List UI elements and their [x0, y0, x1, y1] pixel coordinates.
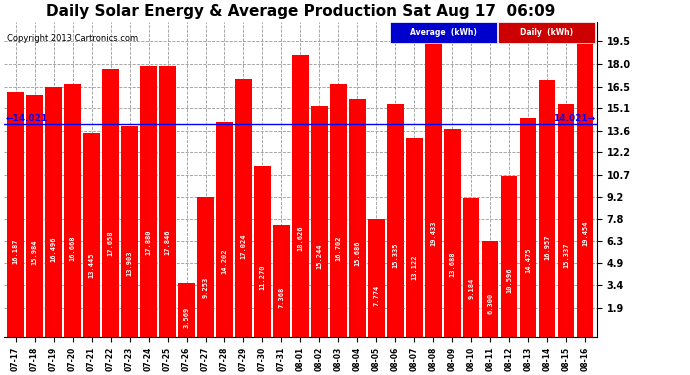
Text: 17.024: 17.024	[241, 234, 246, 259]
Bar	[159, 66, 175, 337]
Bar	[8, 92, 23, 337]
Text: Daily  (kWh): Daily (kWh)	[520, 28, 573, 37]
Bar	[217, 122, 233, 337]
Bar	[464, 198, 480, 337]
Text: 14.021→: 14.021→	[553, 114, 595, 123]
Text: 13.688: 13.688	[449, 251, 455, 277]
Text: 16.702: 16.702	[335, 236, 342, 261]
Text: 18.626: 18.626	[297, 225, 304, 251]
Text: 7.368: 7.368	[279, 287, 284, 308]
Bar	[197, 196, 214, 337]
Text: Average  (kWh): Average (kWh)	[410, 28, 477, 37]
Bar	[558, 105, 575, 337]
Text: 14.475: 14.475	[525, 247, 531, 273]
Text: 19.454: 19.454	[582, 221, 589, 246]
Bar	[311, 106, 328, 337]
Bar	[141, 66, 157, 337]
Bar	[102, 69, 119, 337]
Bar	[255, 166, 270, 337]
Text: 16.496: 16.496	[50, 237, 57, 262]
Text: 15.984: 15.984	[32, 239, 37, 265]
Bar	[540, 80, 555, 337]
Text: Copyright 2013 Cartronics.com: Copyright 2013 Cartronics.com	[7, 34, 138, 43]
Text: 6.300: 6.300	[487, 293, 493, 314]
Bar	[26, 94, 43, 337]
Bar	[273, 225, 290, 337]
Bar	[46, 87, 61, 337]
Title: Daily Solar Energy & Average Production Sat Aug 17  06:09: Daily Solar Energy & Average Production …	[46, 4, 555, 19]
Text: 17.880: 17.880	[146, 229, 152, 255]
Text: 10.596: 10.596	[506, 268, 513, 293]
Text: ←14.021: ←14.021	[6, 114, 48, 123]
Text: 16.187: 16.187	[12, 238, 19, 264]
Bar	[387, 105, 404, 337]
Bar	[520, 117, 537, 337]
Text: 16.957: 16.957	[544, 234, 551, 260]
Bar	[368, 219, 384, 337]
Text: 11.270: 11.270	[259, 264, 266, 290]
Bar	[425, 42, 442, 337]
Bar	[482, 242, 498, 337]
Bar	[349, 99, 366, 337]
Text: 3.569: 3.569	[184, 307, 190, 328]
Bar	[406, 138, 422, 337]
Text: 7.774: 7.774	[373, 285, 380, 306]
Bar	[578, 42, 593, 337]
Text: 17.846: 17.846	[164, 230, 170, 255]
Bar	[64, 84, 81, 337]
Bar	[331, 84, 346, 337]
Bar	[179, 283, 195, 337]
Bar	[444, 129, 460, 337]
Text: 15.337: 15.337	[564, 243, 569, 268]
Text: 13.903: 13.903	[126, 250, 132, 276]
Text: 9.184: 9.184	[469, 278, 475, 298]
Text: 9.253: 9.253	[202, 277, 208, 298]
Text: 15.686: 15.686	[355, 241, 360, 266]
Text: 14.202: 14.202	[221, 249, 228, 274]
Bar	[502, 176, 518, 337]
Text: 19.433: 19.433	[431, 221, 437, 246]
Bar	[293, 55, 308, 337]
Text: 13.445: 13.445	[88, 253, 95, 278]
Text: 15.244: 15.244	[317, 243, 322, 268]
Bar	[235, 79, 252, 337]
Text: 16.668: 16.668	[70, 236, 75, 261]
Bar	[83, 133, 99, 337]
Text: 13.122: 13.122	[411, 254, 417, 280]
Text: 17.658: 17.658	[108, 230, 114, 256]
Bar	[121, 126, 137, 337]
Text: 15.335: 15.335	[393, 243, 398, 268]
